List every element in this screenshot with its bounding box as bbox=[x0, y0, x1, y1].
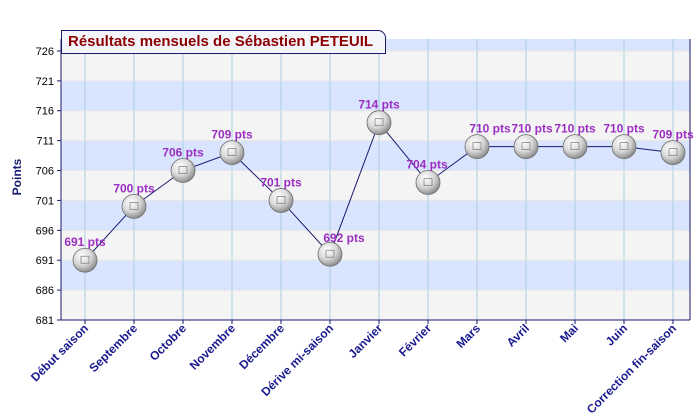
data-label: 710 pts bbox=[469, 122, 511, 136]
data-point-emblem bbox=[276, 196, 286, 204]
data-label: 710 pts bbox=[554, 122, 596, 136]
data-point bbox=[562, 134, 588, 160]
data-label: 701 pts bbox=[260, 175, 302, 189]
data-point-ball bbox=[562, 134, 588, 160]
data-point-emblem bbox=[521, 142, 531, 150]
data-point-emblem bbox=[374, 118, 384, 127]
data-point-ball bbox=[219, 140, 245, 165]
x-tick-label: Mars bbox=[453, 321, 483, 351]
data-label: 710 pts bbox=[603, 122, 645, 136]
x-tick-label: Janvier bbox=[346, 321, 386, 361]
data-point-emblem bbox=[80, 255, 90, 264]
y-tick-label: 721 bbox=[36, 76, 54, 88]
plot-band bbox=[61, 140, 690, 171]
x-tick-label: Octobre bbox=[147, 321, 190, 364]
x-tick-label: Juin bbox=[603, 321, 630, 348]
data-point bbox=[317, 241, 343, 267]
data-point-emblem bbox=[129, 202, 139, 210]
data-point-ball bbox=[317, 241, 343, 267]
data-point-ball bbox=[72, 247, 98, 273]
plot-band bbox=[61, 80, 690, 111]
data-point bbox=[660, 140, 686, 165]
data-point-ball bbox=[170, 158, 196, 183]
data-label: 706 pts bbox=[162, 146, 204, 160]
x-tick-label: Septembre bbox=[86, 321, 140, 375]
data-point-ball bbox=[268, 188, 294, 213]
x-tick-label: Décembre bbox=[236, 321, 287, 372]
y-tick-label: 711 bbox=[36, 136, 54, 148]
y-tick-label: 686 bbox=[36, 285, 54, 297]
data-label: 710 pts bbox=[511, 122, 553, 136]
data-point-ball bbox=[660, 140, 686, 165]
data-point bbox=[366, 110, 392, 136]
plot-band bbox=[61, 260, 690, 291]
data-point-emblem bbox=[325, 249, 335, 258]
data-label: 691 pts bbox=[64, 235, 106, 249]
data-point-ball bbox=[121, 194, 147, 219]
data-label: 709 pts bbox=[652, 128, 694, 142]
x-tick-label: Février bbox=[396, 321, 434, 359]
x-tick-label: Avril bbox=[504, 321, 532, 349]
data-label: 709 pts bbox=[211, 128, 253, 142]
plot-band bbox=[61, 200, 690, 231]
y-axis-label: Points bbox=[10, 158, 24, 195]
data-point bbox=[72, 247, 98, 273]
data-label: 704 pts bbox=[406, 157, 448, 171]
data-point-ball bbox=[415, 170, 441, 195]
data-point-emblem bbox=[227, 148, 237, 156]
plot-band bbox=[61, 230, 690, 261]
y-tick-label: 706 bbox=[36, 166, 54, 178]
plot-band bbox=[61, 170, 690, 201]
chart-title: Résultats mensuels de Sébastien PETEUIL bbox=[61, 30, 387, 54]
data-point-ball bbox=[464, 134, 490, 160]
data-point-ball bbox=[611, 134, 637, 160]
y-tick-label: 681 bbox=[36, 315, 54, 327]
data-label: 714 pts bbox=[358, 98, 400, 112]
y-tick-label: 696 bbox=[36, 225, 54, 237]
y-tick-label: 691 bbox=[36, 255, 54, 267]
data-point-emblem bbox=[668, 148, 678, 156]
data-point-ball bbox=[513, 134, 539, 160]
data-point bbox=[415, 170, 441, 195]
x-tick-label: Mai bbox=[557, 321, 581, 345]
data-point-emblem bbox=[619, 142, 629, 150]
x-tick-label: Début saison bbox=[28, 321, 91, 384]
data-point bbox=[268, 188, 294, 213]
data-point-emblem bbox=[178, 166, 188, 174]
data-label: 700 pts bbox=[113, 181, 155, 195]
data-label: 692 pts bbox=[323, 231, 365, 245]
data-point bbox=[170, 158, 196, 183]
y-tick-label: 716 bbox=[36, 106, 54, 118]
x-tick-label: Novembre bbox=[187, 321, 239, 373]
data-point-emblem bbox=[423, 178, 433, 186]
y-tick-label: 701 bbox=[36, 195, 54, 207]
data-point bbox=[513, 134, 539, 160]
plot-band bbox=[61, 50, 690, 81]
data-point bbox=[611, 134, 637, 160]
x-tick-label: Correction fin-saison bbox=[584, 321, 679, 416]
y-tick-label: 726 bbox=[36, 46, 54, 58]
data-point-ball bbox=[366, 110, 392, 136]
data-point bbox=[121, 194, 147, 219]
data-point bbox=[219, 140, 245, 165]
data-point-emblem bbox=[570, 142, 580, 150]
data-point bbox=[464, 134, 490, 160]
data-point-emblem bbox=[472, 142, 482, 150]
plot-band bbox=[61, 290, 690, 320]
